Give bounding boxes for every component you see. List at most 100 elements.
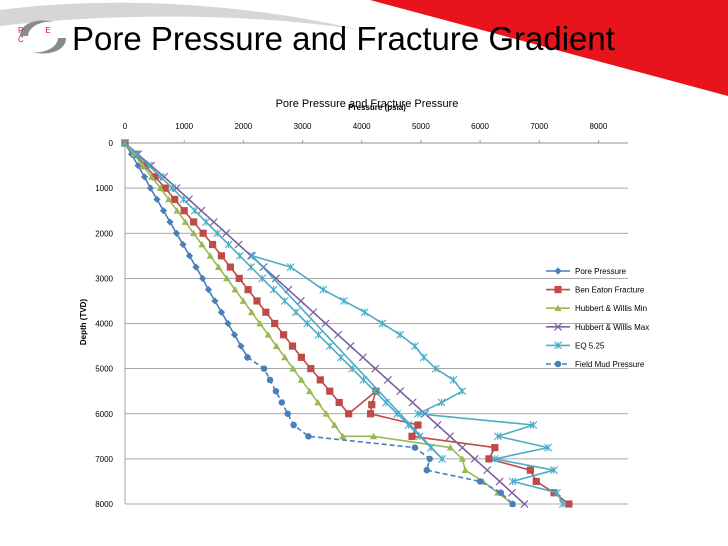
y-tick-label: 3000 (95, 274, 113, 283)
series-4 (121, 139, 567, 508)
x-tick-label: 1000 (175, 122, 193, 131)
legend-entry: Pore Pressure (575, 267, 627, 276)
data-point (529, 421, 538, 430)
legend-marker (554, 286, 562, 294)
series-group (120, 138, 573, 509)
data-point (495, 477, 504, 486)
data-point (337, 353, 345, 362)
data-point (278, 399, 286, 406)
data-point (558, 500, 567, 508)
data-point (234, 240, 243, 249)
x-tick-label: 5000 (412, 122, 430, 131)
data-point (224, 319, 232, 328)
data-point (271, 319, 279, 328)
data-point (490, 454, 499, 463)
data-point (383, 375, 392, 384)
y-tick-label: 7000 (95, 455, 113, 464)
data-point (156, 184, 165, 192)
series-line (124, 142, 514, 505)
data-point (144, 161, 153, 170)
data-point (314, 330, 323, 339)
data-point (368, 401, 376, 409)
data-point (289, 365, 297, 372)
data-point (414, 421, 422, 429)
data-point (565, 500, 573, 508)
data-point (321, 319, 330, 328)
legend-marker (553, 322, 563, 331)
data-point (153, 195, 161, 204)
legend-entry: EQ 5.25 (575, 341, 605, 350)
data-point (396, 387, 405, 396)
data-point (171, 195, 179, 204)
data-point (458, 443, 467, 452)
data-point (393, 409, 402, 418)
data-point (509, 500, 516, 508)
data-point (260, 365, 268, 372)
data-point (231, 286, 239, 293)
legend-marker (554, 267, 562, 275)
x-axis-label: Pressure (psia) (348, 103, 406, 112)
data-point (292, 308, 301, 317)
data-point (204, 286, 213, 294)
data-point (314, 398, 322, 406)
x-tick-label: 3000 (294, 122, 312, 131)
data-point (550, 466, 559, 475)
data-point (296, 296, 305, 305)
data-point (461, 466, 469, 474)
data-point (140, 173, 149, 181)
data-point (280, 296, 289, 305)
data-point (458, 455, 466, 462)
data-point (190, 218, 198, 226)
data-point (214, 263, 223, 270)
data-point (209, 217, 218, 226)
data-point (244, 286, 252, 294)
data-point (256, 319, 264, 327)
data-point (415, 432, 424, 441)
data-point (404, 421, 413, 430)
data-point (322, 410, 330, 417)
x-tick-label: 6000 (471, 122, 489, 131)
data-point (297, 353, 305, 361)
data-point (426, 455, 433, 463)
data-point (423, 466, 431, 474)
data-point (235, 274, 243, 282)
legend: Pore Pressure Ben Eaton Fracture Hubbert &… (546, 267, 649, 369)
data-point (319, 285, 328, 294)
legend-entry: Ben Eaton Fracture (575, 286, 645, 295)
data-point (411, 444, 419, 451)
data-point (544, 443, 553, 452)
data-point (446, 443, 455, 451)
data-point (307, 365, 315, 373)
data-point (253, 297, 261, 305)
data-point (345, 410, 353, 418)
data-point (476, 478, 484, 485)
data-point (493, 432, 502, 441)
data-point (139, 161, 147, 169)
data-point (266, 376, 274, 384)
data-point (224, 240, 233, 249)
y-tick-label: 4000 (95, 320, 113, 329)
data-point (346, 342, 355, 351)
data-point (230, 331, 239, 339)
data-point (141, 161, 149, 170)
data-point (413, 409, 422, 418)
data-point (370, 387, 379, 396)
data-point (248, 251, 257, 260)
x-tick-label: 0 (123, 122, 128, 131)
data-point (213, 229, 222, 238)
data-point (426, 443, 435, 452)
data-point (180, 207, 188, 215)
data-point (438, 454, 447, 463)
data-point (359, 375, 368, 384)
logo-icon (20, 20, 66, 54)
data-point (335, 398, 343, 407)
data-point (192, 263, 200, 271)
data-point (410, 342, 419, 351)
data-point (198, 274, 207, 282)
data-point (360, 308, 369, 317)
logo-text: P E C (18, 26, 61, 44)
data-point (197, 206, 206, 215)
data-point (334, 330, 343, 339)
x-tick-label: 4000 (353, 122, 371, 131)
data-point (507, 488, 517, 497)
